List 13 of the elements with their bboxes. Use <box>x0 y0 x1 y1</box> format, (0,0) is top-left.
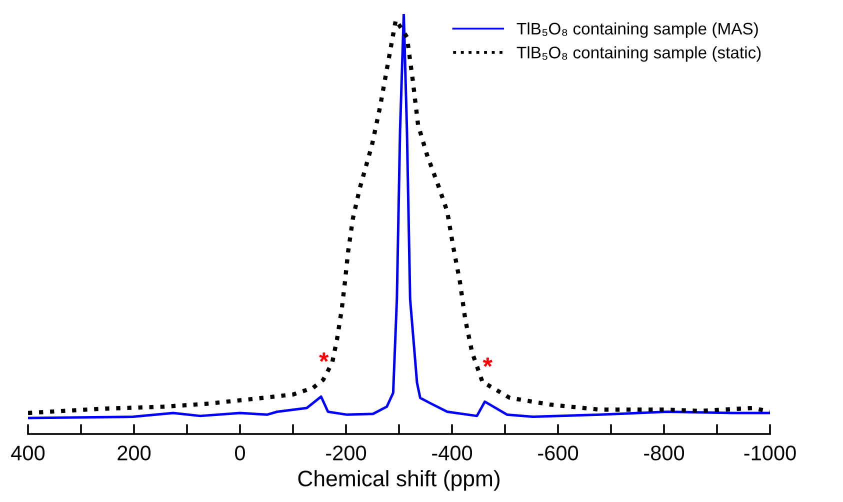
x-tick-label: 0 <box>235 446 245 460</box>
legend-label: TlB₅O₈ containing sample (static) <box>516 46 761 62</box>
x-tick-label: -800 <box>644 446 684 460</box>
legend-label: TlB₅O₈ containing sample (MAS) <box>516 22 758 38</box>
x-tick-label: -400 <box>432 446 472 460</box>
x-tick-label: -600 <box>538 446 578 460</box>
x-tick-label: -1000 <box>744 446 796 460</box>
annotation: * <box>482 358 492 367</box>
x-tick-label: 200 <box>118 446 151 460</box>
x-tick-label: -200 <box>326 446 366 460</box>
x-axis-title: Chemical shift (ppm) <box>298 470 500 491</box>
x-tick-label: 400 <box>11 446 45 460</box>
annotation: * <box>319 352 329 362</box>
